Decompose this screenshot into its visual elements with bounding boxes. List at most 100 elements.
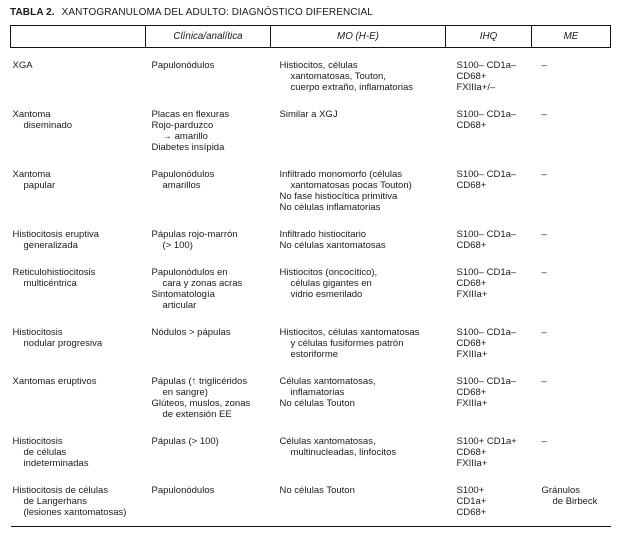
cell-ihq: S100– CD1a– CD68+ FXIIIa+ [446, 360, 532, 420]
cell-line: Nódulos > pápulas [151, 327, 231, 338]
header-cell-clinica: Clínica/analítica [145, 25, 271, 48]
cell-me: – [532, 93, 611, 153]
table-row: Histiocitosis de células indeterminadas Páp… [11, 420, 611, 469]
cell-line: Xantoma [12, 109, 51, 120]
cell-line: FXIIIa+ [456, 398, 488, 409]
cell-line: S100– CD1a– [456, 327, 517, 338]
cell-ihq: S100+ CD1a+ CD68+ FXIIIa+ [446, 420, 532, 469]
cell-line: indeterminadas [23, 458, 89, 469]
cell-line: CD68+ [456, 120, 487, 131]
cell-line: CD1a+ [456, 496, 487, 507]
cell-ihq: S100– CD1a– CD68+ [446, 213, 532, 251]
cell-line: xantomatosas, Touton, [290, 71, 386, 82]
cell-ihq: S100+ CD1a+ CD68+ [445, 469, 532, 527]
cell-ihq: S100– CD1a– CD68+ [446, 93, 532, 153]
cell-line: Infiltrado histiocitario [279, 229, 367, 240]
cell-line: Células xantomatosas, [279, 376, 376, 387]
header-cell-me: ME [531, 25, 611, 48]
cell-me: – [532, 153, 611, 213]
cell-line: articular [162, 300, 197, 311]
cell-entity: Histiocitosis nodular progresiva [11, 311, 146, 360]
cell-line: Pápulas (> 100) [151, 436, 219, 447]
cell-line: diseminado [23, 120, 73, 131]
cell-ihq: S100– CD1a– CD68+ FXIIIa+ [446, 251, 532, 311]
cell-line: inflamatorias [290, 387, 345, 398]
cell-line: Xantoma [12, 169, 51, 180]
table-row: Histiocitosis nodular progresiva Nódulos >… [11, 311, 611, 360]
cell-line: S100– CD1a– [456, 60, 517, 71]
cell-clinica: Pápulas (> 100) [146, 420, 271, 469]
cell-line: No células Touton [279, 485, 355, 496]
cell-mo: Células xantomatosas, multinucleadas, lin… [271, 420, 446, 469]
cell-clinica: Nódulos > pápulas [146, 311, 271, 360]
cell-line: CD68+ [456, 240, 487, 251]
cell-mo: Histiocitos, células xantomatosas, Touton… [271, 48, 446, 93]
cell-line: – [541, 109, 547, 120]
table-row: Histiocitosis de células de Langerhans (le… [10, 469, 611, 527]
cell-entity: Xantoma diseminado [11, 93, 146, 153]
cell-line: cuerpo extraño, inflamatorias [290, 82, 414, 93]
cell-line: Histiocitosis [12, 436, 63, 447]
cell-line: – [541, 60, 547, 71]
cell-mo: Histiocitos (oncocítico), células gigante… [271, 251, 446, 311]
cell-entity: Histiocitosis eruptiva generalizada [11, 213, 146, 251]
cell-line: – [541, 169, 547, 180]
cell-line: S100+ CD1a+ [456, 436, 517, 447]
cell-line: Papulonódulos en [151, 267, 228, 278]
cell-line: xantomatosas pocas Touton) [290, 180, 412, 191]
cell-line: (lesiones xantomatosas) [23, 507, 127, 518]
differential-diagnosis-table: Clínica/analítica MO (H-E) IHQ ME XGA Pap… [10, 25, 611, 527]
cell-entity: Histiocitosis de células de Langerhans (le… [10, 469, 146, 527]
cell-me: – [532, 311, 611, 360]
cell-line: Reticulohistiocitosis [12, 267, 96, 278]
cell-clinica: Papulonódulos en cara y zonas acras Sintom… [146, 251, 271, 311]
cell-line: S100+ [456, 485, 485, 496]
cell-line: CD68+ [456, 71, 487, 82]
cell-line: de Langerhans [23, 496, 87, 507]
cell-entity: XGA [11, 48, 146, 94]
cell-clinica: Papulonódulos [146, 48, 271, 94]
scanned-table-page: TABLA 2. XANTOGRANULOMA DEL ADULTO: DIAG… [10, 7, 611, 527]
cell-entity: Histiocitosis de células indeterminadas [11, 420, 146, 469]
cell-line: Rojo-parduzco [151, 120, 214, 131]
cell-line: – [541, 327, 547, 338]
table-title-text: XANTOGRANULOMA DEL ADULTO: DIAGNÓSTICO D… [61, 7, 373, 18]
cell-line: estoriforme [290, 349, 339, 360]
table-title-label: TABLA 2. [10, 7, 55, 18]
cell-line: S100– CD1a– [456, 229, 517, 240]
cell-me: – [532, 251, 611, 311]
cell-me: Gránulos de Birbeck [531, 469, 611, 527]
cell-line: Pápulas rojo-marrón [151, 229, 238, 240]
cell-line: Papulonódulos [151, 60, 215, 71]
cell-mo: No células Touton [270, 469, 446, 527]
cell-line: – [541, 436, 547, 447]
cell-line: Glúteos, muslos, zonas [151, 398, 251, 409]
table-row: Xantoma papular Papulonódulos amarillos Infi… [11, 153, 611, 213]
cell-line: S100– CD1a– [456, 169, 517, 180]
table-row: Histiocitosis eruptiva generalizada Pápula… [11, 213, 611, 251]
cell-me: – [532, 48, 611, 94]
cell-line: CD68+ [456, 507, 487, 518]
cell-line: multinucleadas, linfocitos [290, 447, 397, 458]
cell-mo: Infiltrado monomorfo (células xantomatosa… [271, 153, 446, 213]
cell-line: Similar a XGJ [279, 109, 338, 120]
cell-mo: Histiocitos, células xantomatosas y célul… [271, 311, 446, 360]
cell-line: Papulonódulos [151, 485, 215, 496]
cell-ihq: S100– CD1a– CD68+ FXIIIa+/– [446, 48, 532, 93]
cell-line: Diabetes insípida [151, 142, 225, 153]
table-row: Xantoma diseminado Placas en flexuras Rojo-… [11, 93, 611, 153]
header-cell-mo: MO (H-E) [270, 25, 446, 48]
cell-line: cara y zonas acras [162, 278, 243, 289]
cell-line: nodular progresiva [23, 338, 103, 349]
cell-line: vidrio esmerilado [290, 289, 363, 300]
cell-line: CD68+ [456, 278, 487, 289]
cell-line: Placas en flexuras [151, 109, 230, 120]
cell-entity: Xantoma papular [11, 153, 146, 213]
cell-line: – [541, 376, 547, 387]
cell-ihq: S100– CD1a– CD68+ [446, 153, 532, 213]
cell-line: Gránulos [541, 485, 581, 496]
cell-line: generalizada [23, 240, 78, 251]
cell-line: de extensión EE [162, 409, 232, 420]
cell-line: Infiltrado monomorfo (células [279, 169, 403, 180]
cell-line: (> 100) [162, 240, 193, 251]
